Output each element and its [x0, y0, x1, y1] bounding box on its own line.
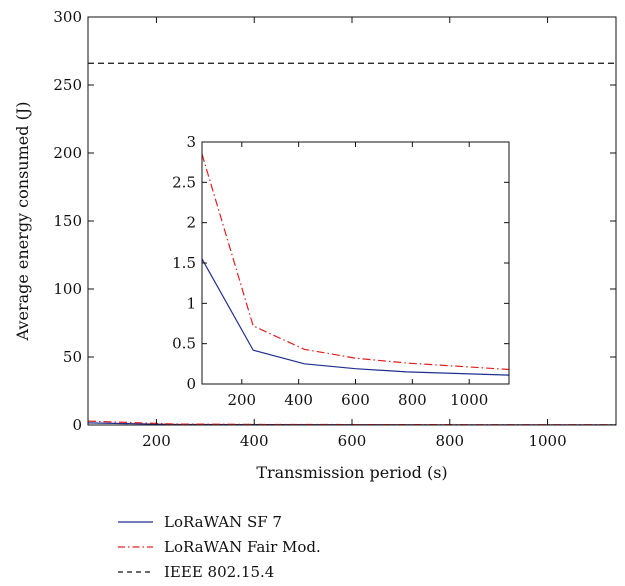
- inset-plot: 200 400 600 800 1000 0 0.5 1 1.5 2 2.5 3: [172, 133, 510, 409]
- main-y-tick-label: 200: [53, 144, 82, 162]
- main-y-tick-label: 50: [63, 348, 82, 366]
- legend-item-ieee-802154: IEEE 802.15.4: [118, 563, 274, 581]
- inset-y-tick-label: 2: [186, 214, 196, 232]
- inset-y-tick-label: 3: [186, 133, 196, 151]
- main-x-tick-label: 200: [142, 432, 171, 450]
- main-x-tick-label: 600: [338, 432, 367, 450]
- main-y-tick-label: 150: [53, 212, 82, 230]
- legend-item-lorawan-sf7: LoRaWAN SF 7: [118, 513, 282, 531]
- legend-label-ieee-802154: IEEE 802.15.4: [164, 563, 274, 581]
- main-x-tick-label: 800: [435, 432, 464, 450]
- inset-x-tick-label: 600: [341, 391, 370, 409]
- main-y-tick-label: 0: [72, 416, 82, 434]
- main-y-tick-label: 100: [53, 280, 82, 298]
- inset-x-tick-label: 800: [398, 391, 427, 409]
- y-axis-label: Average energy consumed (J): [13, 102, 32, 342]
- legend-label-lorawan-fair-mod: LoRaWAN Fair Mod.: [164, 538, 321, 556]
- legend-label-lorawan-sf7: LoRaWAN SF 7: [164, 513, 282, 531]
- inset-background: [202, 142, 509, 384]
- main-x-tick-label: 1000: [528, 432, 566, 450]
- inset-series-line-lorawan-sf-7: [201, 258, 510, 376]
- inset-y-tick-label: 0.5: [172, 335, 196, 353]
- inset-x-tick-label: 1000: [450, 391, 488, 409]
- inset-x-tick-label: 400: [284, 391, 313, 409]
- inset-x-tick-label: 200: [227, 391, 256, 409]
- inset-y-tick-label: 0: [186, 375, 196, 393]
- x-axis-label: Transmission period (s): [256, 463, 447, 482]
- legend: LoRaWAN SF 7 LoRaWAN Fair Mod. IEEE 802.…: [118, 513, 321, 581]
- main-y-tick-label: 300: [53, 8, 82, 26]
- main-x-tick-label: 400: [240, 432, 269, 450]
- main-plot: 200 400 600 800 1000 0 50 100 150 200 250 300 Tran…: [13, 8, 617, 482]
- inset-y-tick-label: 2.5: [172, 173, 196, 191]
- main-y-tick-label: 250: [53, 76, 82, 94]
- legend-item-lorawan-fair-mod: LoRaWAN Fair Mod.: [118, 538, 321, 556]
- inset-y-tick-label: 1: [186, 294, 196, 312]
- inset-series-line-lorawan-fair-mod: [201, 153, 510, 371]
- inset-y-tick-label: 1.5: [172, 254, 196, 272]
